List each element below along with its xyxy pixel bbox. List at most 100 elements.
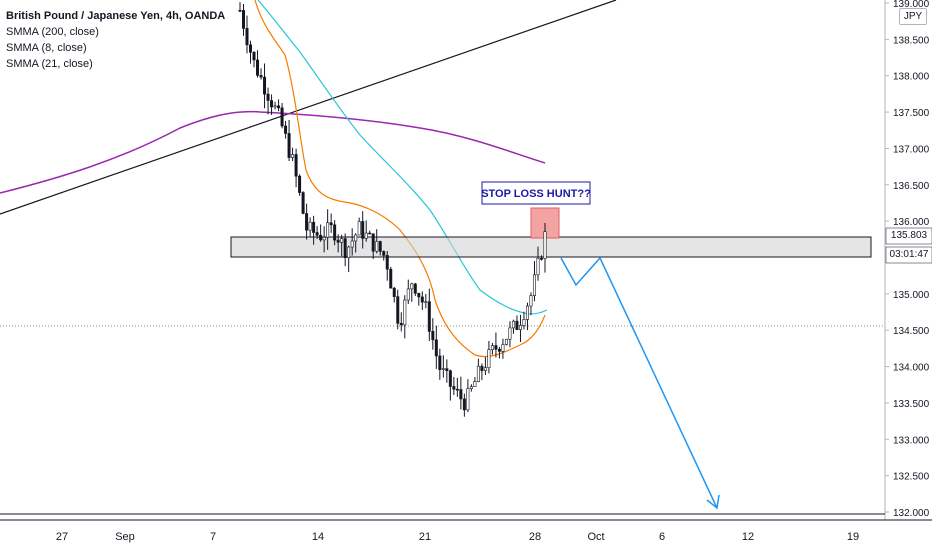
candle-body bbox=[406, 288, 410, 301]
candle-body bbox=[371, 233, 375, 252]
candle-body bbox=[539, 258, 543, 260]
candle-body bbox=[368, 232, 372, 235]
time-tick-label: 21 bbox=[419, 531, 431, 543]
candle-body bbox=[441, 368, 445, 370]
candle-body bbox=[490, 345, 494, 350]
candle-body bbox=[501, 344, 505, 352]
time-tick-label: 28 bbox=[529, 531, 541, 543]
candle-body bbox=[266, 93, 270, 101]
price-tick-label: 138.000 bbox=[893, 72, 930, 83]
currency-label[interactable]: JPY bbox=[899, 8, 927, 25]
candle-body bbox=[536, 258, 540, 276]
chart-legend: British Pound / Japanese Yen, 4h, OANDA … bbox=[6, 8, 225, 72]
candle-body bbox=[301, 192, 305, 214]
candle-body bbox=[417, 292, 421, 298]
candle-body bbox=[252, 51, 256, 61]
candle-body bbox=[312, 221, 316, 233]
candle-body bbox=[291, 154, 295, 158]
candle-body bbox=[378, 241, 382, 252]
candle-body bbox=[343, 238, 347, 258]
candle-body bbox=[543, 231, 547, 259]
time-tick-label: 27 bbox=[56, 531, 68, 543]
candle-body bbox=[389, 268, 393, 289]
candle-body bbox=[424, 301, 428, 303]
candle-body bbox=[403, 299, 407, 326]
time-tick-label: Oct bbox=[587, 531, 604, 543]
candle-body bbox=[459, 389, 463, 400]
price-tick-label: 133.500 bbox=[893, 399, 930, 410]
chart-plot-area[interactable]: STOP LOSS HUNT?? bbox=[0, 0, 932, 521]
price-tick-label: 132.500 bbox=[893, 472, 930, 483]
candle-body bbox=[518, 325, 522, 330]
candle-body bbox=[504, 338, 508, 345]
price-tick-label: 136.000 bbox=[893, 217, 930, 228]
price-tick-label: 136.500 bbox=[893, 181, 930, 192]
candle-body bbox=[329, 222, 333, 226]
candle-body bbox=[508, 327, 512, 340]
candle-body bbox=[347, 246, 351, 258]
smma-8-line bbox=[254, 0, 546, 358]
projection-arrowhead bbox=[706, 494, 720, 510]
candle-body bbox=[336, 239, 340, 243]
candle-body bbox=[532, 274, 536, 296]
candle-body bbox=[333, 224, 337, 241]
time-tick-label: 12 bbox=[742, 531, 754, 543]
indicator-smma-200[interactable]: SMMA (200, close) bbox=[6, 26, 99, 38]
candle-body bbox=[452, 386, 456, 390]
countdown-tag-bg bbox=[885, 246, 932, 264]
countdown-label: 03:01:47 bbox=[889, 249, 929, 260]
price-tick-label: 139.000 bbox=[893, 0, 930, 10]
candle-body bbox=[515, 320, 519, 330]
candle-body bbox=[385, 255, 389, 270]
candle-body bbox=[375, 241, 379, 252]
symbol-title[interactable]: British Pound / Japanese Yen, 4h, OANDA bbox=[6, 10, 226, 22]
price-tick-label: 132.000 bbox=[893, 508, 930, 519]
candle-body bbox=[522, 319, 526, 326]
support-zone[interactable] bbox=[230, 236, 872, 258]
candle-body bbox=[280, 107, 284, 127]
annotation-box[interactable] bbox=[481, 181, 591, 205]
price-tick-label: 138.500 bbox=[893, 35, 930, 46]
candle-body bbox=[256, 59, 260, 76]
price-axis[interactable]: 139.000 138.500 138.000 137.500 137.000 136.5… bbox=[885, 0, 930, 519]
time-tick-label: Sep bbox=[115, 531, 135, 543]
candle-body bbox=[462, 398, 466, 411]
annotation-text: STOP LOSS HUNT?? bbox=[481, 188, 591, 200]
candle-body bbox=[434, 339, 438, 357]
candle-body bbox=[469, 386, 473, 389]
price-tick-label: 134.500 bbox=[893, 326, 930, 337]
candle-body bbox=[420, 296, 424, 303]
candle-body bbox=[354, 234, 358, 242]
candle-body bbox=[413, 283, 417, 294]
price-tick-label: 133.000 bbox=[893, 435, 930, 446]
price-tick-label: 137.000 bbox=[893, 144, 930, 155]
candle-body bbox=[487, 349, 491, 368]
time-tick-label: 14 bbox=[312, 531, 324, 543]
candle-body bbox=[326, 222, 330, 238]
candle-body bbox=[350, 240, 354, 248]
last-price-tag-bg bbox=[885, 227, 932, 245]
time-axis[interactable]: 27 Sep 7 14 21 28 Oct 6 12 19 bbox=[56, 531, 859, 543]
projection-arrow-line[interactable] bbox=[560, 256, 718, 509]
indicator-smma-8[interactable]: SMMA (8, close) bbox=[6, 42, 87, 54]
candle-body bbox=[438, 355, 442, 370]
candle-body bbox=[473, 381, 477, 387]
candle-body bbox=[448, 370, 452, 387]
time-tick-label: 19 bbox=[847, 531, 859, 543]
candle-body bbox=[319, 234, 323, 241]
candle-body bbox=[357, 221, 361, 236]
time-tick-label: 7 bbox=[210, 531, 216, 543]
candle-body bbox=[494, 345, 498, 350]
candle-body bbox=[298, 175, 302, 193]
candle-body bbox=[483, 367, 487, 371]
candle-body bbox=[238, 9, 242, 12]
candle-body bbox=[263, 76, 267, 95]
trendline[interactable] bbox=[0, 0, 617, 215]
candle-body bbox=[431, 331, 435, 341]
candle-body bbox=[364, 232, 368, 239]
indicator-smma-21[interactable]: SMMA (21, close) bbox=[6, 58, 93, 70]
candle-body bbox=[249, 44, 253, 53]
candle-body bbox=[511, 320, 515, 329]
candle-body bbox=[242, 10, 246, 29]
